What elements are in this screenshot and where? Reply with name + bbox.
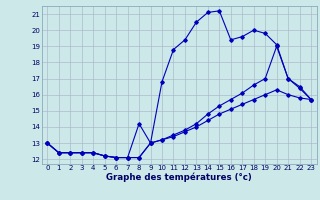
X-axis label: Graphe des températures (°c): Graphe des températures (°c) [106, 173, 252, 182]
